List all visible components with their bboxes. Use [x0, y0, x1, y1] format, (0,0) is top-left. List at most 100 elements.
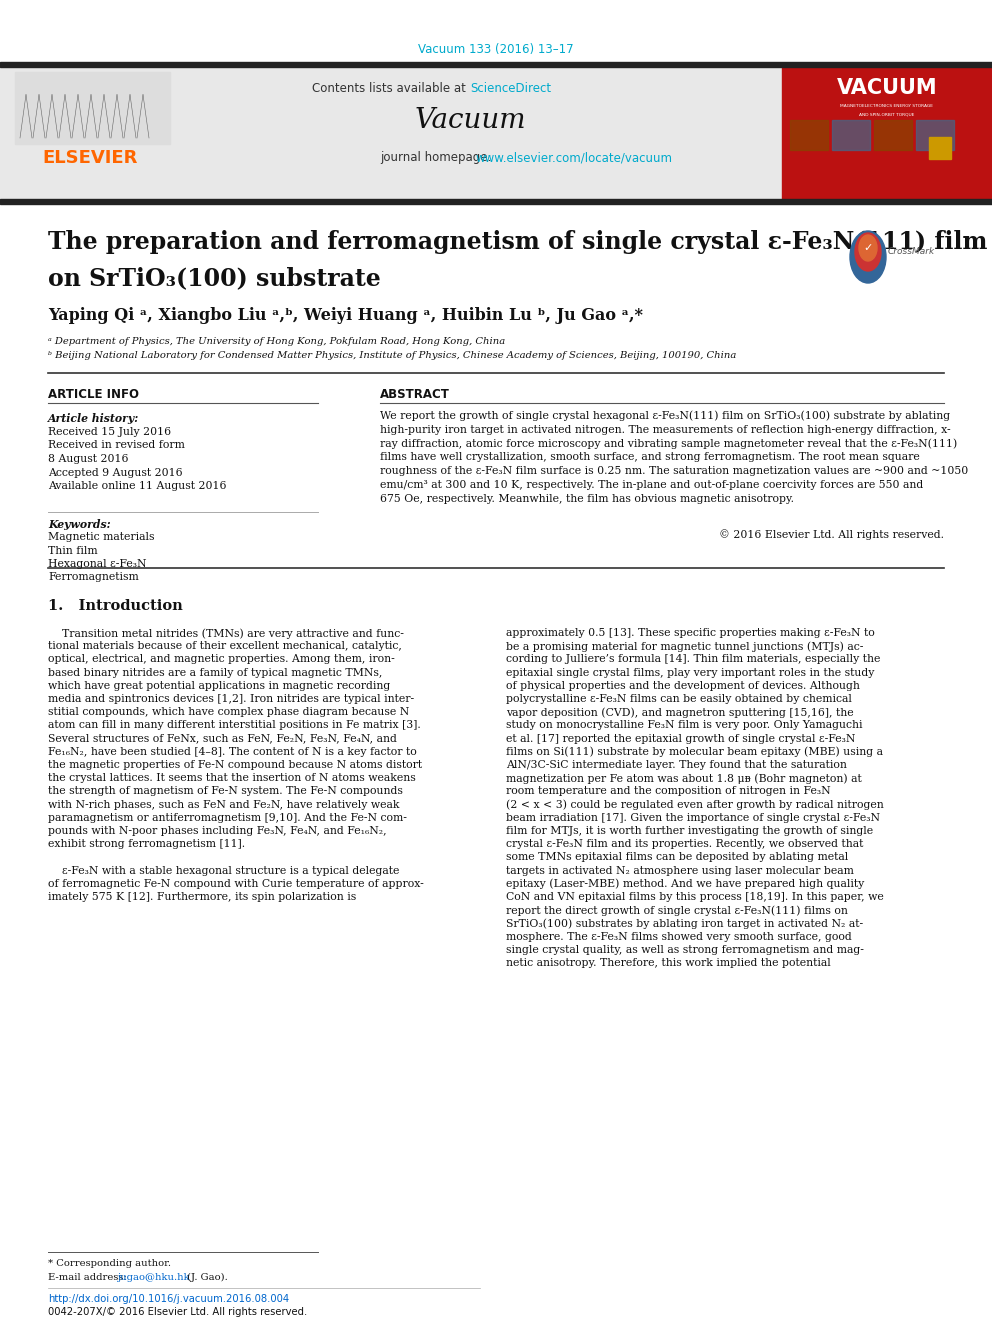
Text: mosphere. The ε-Fe₃N films showed very smooth surface, good: mosphere. The ε-Fe₃N films showed very s… [506, 931, 852, 942]
Text: Thin film: Thin film [48, 545, 97, 556]
Ellipse shape [850, 232, 886, 283]
Text: be a promising material for magnetic tunnel junctions (MTJs) ac-: be a promising material for magnetic tun… [506, 642, 863, 652]
Text: polycrystalline ε-Fe₃N films can be easily obtained by chemical: polycrystalline ε-Fe₃N films can be easi… [506, 695, 852, 704]
Text: We report the growth of single crystal hexagonal ε-Fe₃N(111) film on SrTiO₃(100): We report the growth of single crystal h… [380, 410, 950, 421]
Bar [0, 67, 183, 198]
Text: netic anisotropy. Therefore, this work implied the potential: netic anisotropy. Therefore, this work i… [506, 958, 830, 968]
Text: films on Si(111) substrate by molecular beam epitaxy (MBE) using a: films on Si(111) substrate by molecular … [506, 746, 883, 757]
Bar [790, 120, 828, 149]
Text: on SrTiO₃(100) substrate: on SrTiO₃(100) substrate [48, 266, 381, 290]
Text: 675 Oe, respectively. Meanwhile, the film has obvious magnetic anisotropy.: 675 Oe, respectively. Meanwhile, the fil… [380, 493, 794, 504]
Text: room temperature and the composition of nitrogen in Fe₃N: room temperature and the composition of … [506, 786, 830, 796]
Text: The preparation and ferromagnetism of single crystal ε-Fe₃N(111) film: The preparation and ferromagnetism of si… [48, 230, 987, 254]
Text: http://dx.doi.org/10.1016/j.vacuum.2016.08.004: http://dx.doi.org/10.1016/j.vacuum.2016.… [48, 1294, 289, 1304]
Text: CoN and VN epitaxial films by this process [18,19]. In this paper, we: CoN and VN epitaxial films by this proce… [506, 892, 884, 902]
Text: ε-Fe₃N with a stable hexagonal structure is a typical delegate: ε-Fe₃N with a stable hexagonal structure… [48, 865, 400, 876]
Text: ✓: ✓ [863, 243, 873, 253]
Text: 0042-207X/© 2016 Elsevier Ltd. All rights reserved.: 0042-207X/© 2016 Elsevier Ltd. All right… [48, 1307, 308, 1316]
Text: Available online 11 August 2016: Available online 11 August 2016 [48, 482, 226, 491]
Text: study on monocrystalline Fe₃N film is very poor. Only Yamaguchi: study on monocrystalline Fe₃N film is ve… [506, 721, 862, 730]
Text: optical, electrical, and magnetic properties. Among them, iron-: optical, electrical, and magnetic proper… [48, 655, 395, 664]
Text: vapor deposition (CVD), and magnetron sputtering [15,16], the: vapor deposition (CVD), and magnetron sp… [506, 708, 854, 718]
Text: SrTiO₃(100) substrates by ablating iron target in activated N₂ at-: SrTiO₃(100) substrates by ablating iron … [506, 918, 863, 929]
Text: high-purity iron target in activated nitrogen. The measurements of reflection hi: high-purity iron target in activated nit… [380, 425, 950, 435]
Bar [832, 120, 870, 149]
Text: Contents lists available at: Contents lists available at [312, 82, 470, 94]
Text: Yaping Qi ᵃ, Xiangbo Liu ᵃ,ᵇ, Weiyi Huang ᵃ, Huibin Lu ᵇ, Ju Gao ᵃ,*: Yaping Qi ᵃ, Xiangbo Liu ᵃ,ᵇ, Weiyi Huan… [48, 307, 643, 324]
Text: AND SPIN-ORBIT TORQUE: AND SPIN-ORBIT TORQUE [859, 112, 915, 116]
Text: films have well crystallization, smooth surface, and strong ferromagnetism. The : films have well crystallization, smooth … [380, 452, 920, 463]
Text: et al. [17] reported the epitaxial growth of single crystal ε-Fe₃N: et al. [17] reported the epitaxial growt… [506, 733, 855, 744]
Text: imately 575 K [12]. Furthermore, its spin polarization is: imately 575 K [12]. Furthermore, its spi… [48, 892, 356, 902]
Text: approximately 0.5 [13]. These specific properties making ε-Fe₃N to: approximately 0.5 [13]. These specific p… [506, 628, 875, 638]
Text: media and spintronics devices [1,2]. Iron nitrides are typical inter-: media and spintronics devices [1,2]. Iro… [48, 695, 414, 704]
Text: targets in activated N₂ atmosphere using laser molecular beam: targets in activated N₂ atmosphere using… [506, 865, 854, 876]
Text: © 2016 Elsevier Ltd. All rights reserved.: © 2016 Elsevier Ltd. All rights reserved… [719, 529, 944, 540]
Text: cording to Julliere’s formula [14]. Thin film materials, especially the: cording to Julliere’s formula [14]. Thin… [506, 655, 880, 664]
Text: film for MTJs, it is worth further investigating the growth of single: film for MTJs, it is worth further inves… [506, 826, 873, 836]
Text: based binary nitrides are a family of typical magnetic TMNs,: based binary nitrides are a family of ty… [48, 668, 382, 677]
Text: ᵇ Beijing National Laboratory for Condensed Matter Physics, Institute of Physics: ᵇ Beijing National Laboratory for Conden… [48, 352, 736, 360]
Text: www.elsevier.com/locate/vacuum: www.elsevier.com/locate/vacuum [475, 152, 672, 164]
Text: of physical properties and the development of devices. Although: of physical properties and the developme… [506, 681, 860, 691]
Text: Magnetic materials: Magnetic materials [48, 532, 155, 542]
Text: Accepted 9 August 2016: Accepted 9 August 2016 [48, 467, 183, 478]
Text: MAGNETOELECTRONICS ENERGY STORAGE: MAGNETOELECTRONICS ENERGY STORAGE [840, 105, 933, 108]
Text: magnetization per Fe atom was about 1.8 μᴃ (Bohr magneton) at: magnetization per Fe atom was about 1.8 … [506, 773, 862, 783]
Text: report the direct growth of single crystal ε-Fe₃N(111) films on: report the direct growth of single cryst… [506, 905, 848, 916]
Text: Vacuum 133 (2016) 13–17: Vacuum 133 (2016) 13–17 [419, 44, 573, 57]
Text: E-mail address:: E-mail address: [48, 1273, 130, 1282]
Text: jugao@hku.hk: jugao@hku.hk [118, 1273, 190, 1282]
Bar [874, 120, 912, 149]
Text: journal homepage:: journal homepage: [380, 152, 495, 164]
Text: paramagnetism or antiferromagnetism [9,10]. And the Fe-N com-: paramagnetism or antiferromagnetism [9,1… [48, 812, 407, 823]
Ellipse shape [859, 235, 877, 261]
Text: which have great potential applications in magnetic recording: which have great potential applications … [48, 681, 390, 691]
Text: Received in revised form: Received in revised form [48, 441, 185, 451]
Text: crystal ε-Fe₃N film and its properties. Recently, we observed that: crystal ε-Fe₃N film and its properties. … [506, 839, 863, 849]
Text: Received 15 July 2016: Received 15 July 2016 [48, 427, 172, 437]
Text: Fe₁₆N₂, have been studied [4–8]. The content of N is a key factor to: Fe₁₆N₂, have been studied [4–8]. The con… [48, 746, 417, 757]
Text: pounds with N-poor phases including Fe₃N, Fe₄N, and Fe₁₆N₂,: pounds with N-poor phases including Fe₃N… [48, 826, 387, 836]
Text: of ferromagnetic Fe-N compound with Curie temperature of approx-: of ferromagnetic Fe-N compound with Curi… [48, 878, 424, 889]
Text: ScienceDirect: ScienceDirect [470, 82, 552, 94]
Text: roughness of the ε-Fe₃N film surface is 0.25 nm. The saturation magnetization va: roughness of the ε-Fe₃N film surface is … [380, 466, 968, 476]
Text: single crystal quality, as well as strong ferromagnetism and mag-: single crystal quality, as well as stron… [506, 945, 864, 955]
Text: CrossMark: CrossMark [888, 247, 935, 257]
Bar [916, 120, 954, 149]
Text: Several structures of FeNx, such as FeN, Fe₂N, Fe₃N, Fe₄N, and: Several structures of FeNx, such as FeN,… [48, 733, 397, 744]
Text: ELSEVIER: ELSEVIER [43, 149, 138, 167]
Text: epitaxy (Laser-MBE) method. And we have prepared high quality: epitaxy (Laser-MBE) method. And we have … [506, 878, 864, 889]
Bar [0, 198, 992, 204]
Text: tional materials because of their excellent mechanical, catalytic,: tional materials because of their excell… [48, 642, 402, 651]
Text: Keywords:: Keywords: [48, 519, 111, 529]
Text: ᵃ Department of Physics, The University of Hong Kong, Pokfulam Road, Hong Kong, : ᵃ Department of Physics, The University … [48, 337, 505, 347]
Text: ABSTRACT: ABSTRACT [380, 388, 450, 401]
Text: Transition metal nitrides (TMNs) are very attractive and func-: Transition metal nitrides (TMNs) are ver… [48, 628, 404, 639]
Text: beam irradiation [17]. Given the importance of single crystal ε-Fe₃N: beam irradiation [17]. Given the importa… [506, 812, 880, 823]
Text: Ferromagnetism: Ferromagnetism [48, 573, 139, 582]
Text: * Corresponding author.: * Corresponding author. [48, 1259, 171, 1269]
Text: ray diffraction, atomic force microscopy and vibrating sample magnetometer revea: ray diffraction, atomic force microscopy… [380, 438, 957, 448]
Text: some TMNs epitaxial films can be deposited by ablating metal: some TMNs epitaxial films can be deposit… [506, 852, 848, 863]
Text: Vacuum: Vacuum [415, 106, 526, 134]
Text: stitial compounds, which have complex phase diagram because N: stitial compounds, which have complex ph… [48, 708, 410, 717]
Bar [0, 67, 782, 198]
Text: emu/cm³ at 300 and 10 K, respectively. The in-plane and out-of-plane coercivity : emu/cm³ at 300 and 10 K, respectively. T… [380, 480, 924, 490]
Text: atom can fill in many different interstitial positions in Fe matrix [3].: atom can fill in many different intersti… [48, 721, 421, 730]
Text: (J. Gao).: (J. Gao). [184, 1273, 228, 1282]
Text: ARTICLE INFO: ARTICLE INFO [48, 388, 139, 401]
Bar [15, 71, 170, 144]
Text: (2 < x < 3) could be regulated even after growth by radical nitrogen: (2 < x < 3) could be regulated even afte… [506, 799, 884, 810]
Text: 1.   Introduction: 1. Introduction [48, 599, 183, 613]
Text: VACUUM: VACUUM [836, 78, 937, 98]
Bar [782, 67, 992, 198]
Text: the magnetic properties of Fe-N compound because N atoms distort: the magnetic properties of Fe-N compound… [48, 759, 423, 770]
Bar [0, 62, 992, 67]
Text: exhibit strong ferromagnetism [11].: exhibit strong ferromagnetism [11]. [48, 839, 245, 849]
Text: AlN/3C-SiC intermediate layer. They found that the saturation: AlN/3C-SiC intermediate layer. They foun… [506, 759, 847, 770]
Text: the strength of magnetism of Fe-N system. The Fe-N compounds: the strength of magnetism of Fe-N system… [48, 786, 403, 796]
Text: Article history:: Article history: [48, 413, 139, 423]
Text: with N-rich phases, such as FeN and Fe₂N, have relatively weak: with N-rich phases, such as FeN and Fe₂N… [48, 799, 400, 810]
Text: epitaxial single crystal films, play very important roles in the study: epitaxial single crystal films, play ver… [506, 668, 874, 677]
